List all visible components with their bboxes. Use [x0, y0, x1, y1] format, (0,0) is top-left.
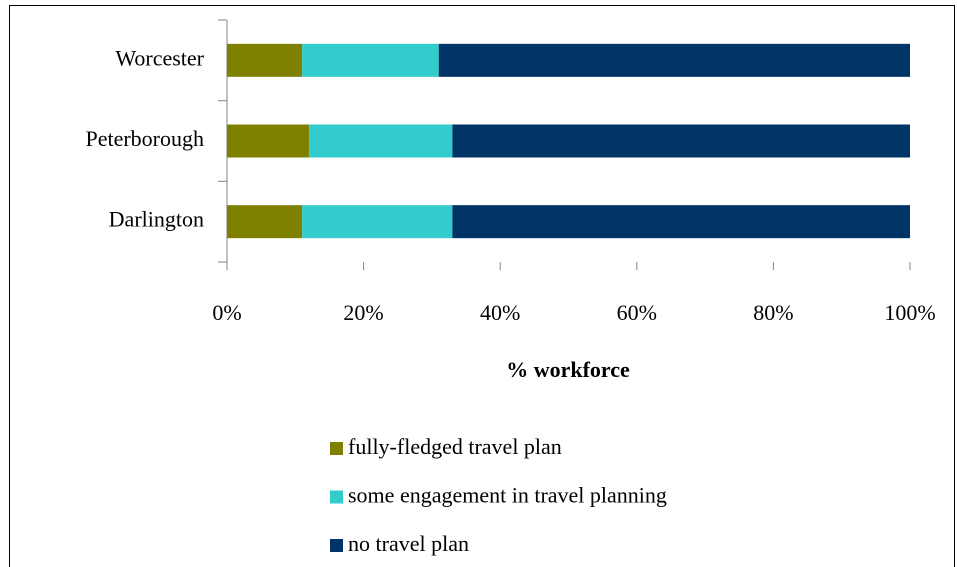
x-tick-label: 20%: [343, 300, 383, 325]
bar-segment: [452, 124, 910, 158]
bar-segment: [302, 205, 453, 239]
legend-swatch: [330, 490, 343, 504]
legend-swatch: [330, 442, 343, 455]
y-tick-label: Darlington: [109, 207, 204, 232]
x-tick-label: 100%: [884, 300, 935, 325]
bar-segment: [227, 43, 303, 77]
y-tick-label: Worcester: [115, 45, 204, 70]
bar-segment: [227, 205, 303, 239]
bar-segment: [308, 124, 453, 158]
bar-segment: [438, 43, 910, 77]
x-tick-label: 0%: [212, 300, 241, 325]
x-axis-title: % workforce: [506, 357, 630, 382]
legend-label: some engagement in travel planning: [348, 483, 667, 508]
bar-segment: [227, 124, 309, 158]
y-tick-label: Peterborough: [85, 126, 204, 151]
x-tick-label: 60%: [617, 300, 657, 325]
legend-label: fully-fledged travel plan: [348, 434, 562, 459]
bar-segment: [452, 205, 910, 239]
legend-label: no travel plan: [348, 531, 469, 556]
legend-swatch: [330, 539, 343, 552]
bar-segment: [302, 43, 439, 77]
chart-frame: [9, 5, 955, 567]
x-tick-label: 80%: [753, 300, 793, 325]
x-tick-label: 40%: [480, 300, 520, 325]
